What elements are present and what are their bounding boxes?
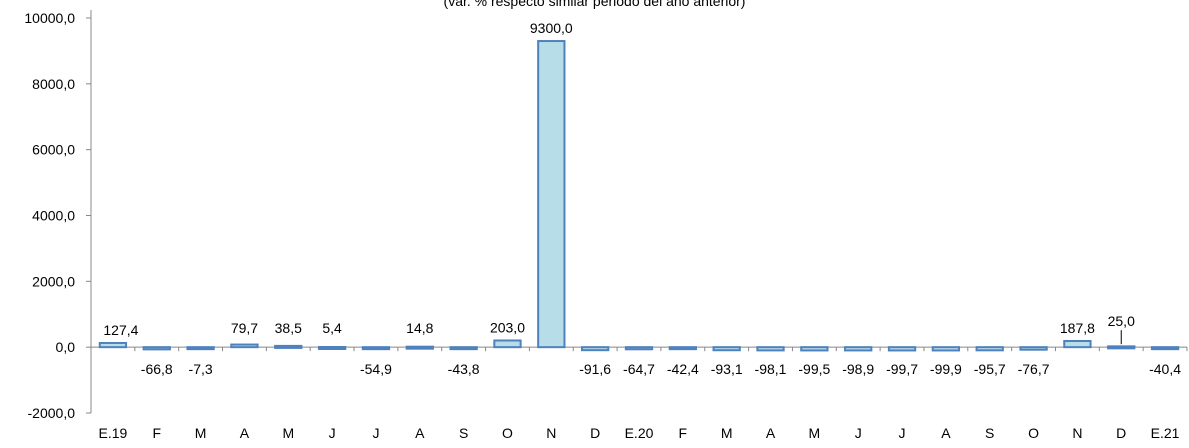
data-label: 9300,0 (530, 20, 573, 36)
data-label: 127,4 (103, 322, 138, 338)
bar (230, 343, 259, 349)
bar (317, 345, 347, 350)
bar (274, 344, 303, 349)
bar (887, 346, 917, 352)
bar (1107, 345, 1136, 350)
bar (1150, 346, 1180, 351)
x-tick-label: J (855, 425, 862, 441)
bar (186, 346, 215, 351)
bar (1063, 339, 1092, 349)
x-tick-label: M (195, 425, 207, 441)
data-label: -93,1 (711, 361, 743, 377)
x-tick-label: O (1028, 425, 1039, 441)
data-label: -54,9 (360, 361, 392, 377)
bar (756, 346, 785, 352)
y-tick-label: 6000,0 (32, 142, 75, 158)
x-tick-label: F (152, 425, 161, 441)
x-tick-label: M (809, 425, 821, 441)
chart-subtitle: (var. % respecto similar periodo del año… (443, 0, 746, 9)
bar (537, 40, 566, 349)
x-tick-label: E.20 (625, 425, 654, 441)
bar (712, 346, 741, 352)
x-tick-label: A (415, 425, 425, 441)
bar (668, 346, 697, 351)
data-label: 203,0 (490, 319, 525, 335)
data-label: 79,7 (231, 320, 258, 336)
y-tick-label: -2000,0 (28, 405, 76, 421)
bar (931, 346, 961, 352)
x-tick-label: A (766, 425, 776, 441)
x-tick-label: J (899, 425, 906, 441)
bar (1019, 346, 1048, 351)
data-label: 5,4 (322, 320, 342, 336)
x-tick-label: N (1072, 425, 1082, 441)
bar (581, 346, 610, 352)
y-tick-label: 10000,0 (24, 10, 75, 26)
data-label: -43,8 (448, 361, 480, 377)
data-label: -91,6 (579, 361, 611, 377)
data-label: 38,5 (275, 320, 302, 336)
x-tick-label: O (502, 425, 513, 441)
bar (98, 341, 128, 349)
data-label: -98,9 (842, 361, 874, 377)
x-tick-label: A (941, 425, 951, 441)
data-label: -42,4 (667, 361, 699, 377)
x-tick-label: A (240, 425, 250, 441)
data-label: -40,4 (1149, 361, 1181, 377)
x-tick-label: D (590, 425, 600, 441)
bar (975, 346, 1004, 352)
x-tick-label: J (372, 425, 379, 441)
bar (844, 346, 873, 352)
data-label: -64,7 (623, 361, 655, 377)
x-tick-label: D (1116, 425, 1126, 441)
data-label: -95,7 (974, 361, 1006, 377)
bar (361, 346, 391, 351)
x-tick-label: S (985, 425, 994, 441)
bar (800, 346, 829, 352)
x-tick-label: J (329, 425, 336, 441)
x-tick-label: M (282, 425, 294, 441)
bar (493, 339, 522, 349)
x-tick-label: F (679, 425, 688, 441)
bar (624, 346, 654, 351)
x-tick-label: E.21 (1151, 425, 1180, 441)
y-tick-label: 0,0 (56, 339, 76, 355)
bar (449, 346, 478, 351)
bar (405, 345, 434, 350)
data-label: -99,5 (798, 361, 830, 377)
data-label: 187,8 (1060, 320, 1095, 336)
data-label: -66,8 (141, 361, 173, 377)
data-label: 25,0 (1108, 313, 1135, 329)
data-label: -98,1 (755, 361, 787, 377)
y-tick-label: 2000,0 (32, 273, 75, 289)
x-tick-label: E.19 (99, 425, 128, 441)
data-label: -76,7 (1018, 361, 1050, 377)
x-tick-label: S (459, 425, 468, 441)
x-tick-label: N (546, 425, 556, 441)
data-label: -99,9 (930, 361, 962, 377)
y-tick-label: 4000,0 (32, 208, 75, 224)
y-tick-label: 8000,0 (32, 76, 75, 92)
data-label: -7,3 (189, 361, 213, 377)
bar (142, 346, 171, 351)
data-label: 14,8 (406, 320, 433, 336)
data-label: -99,7 (886, 361, 918, 377)
x-tick-label: M (721, 425, 733, 441)
